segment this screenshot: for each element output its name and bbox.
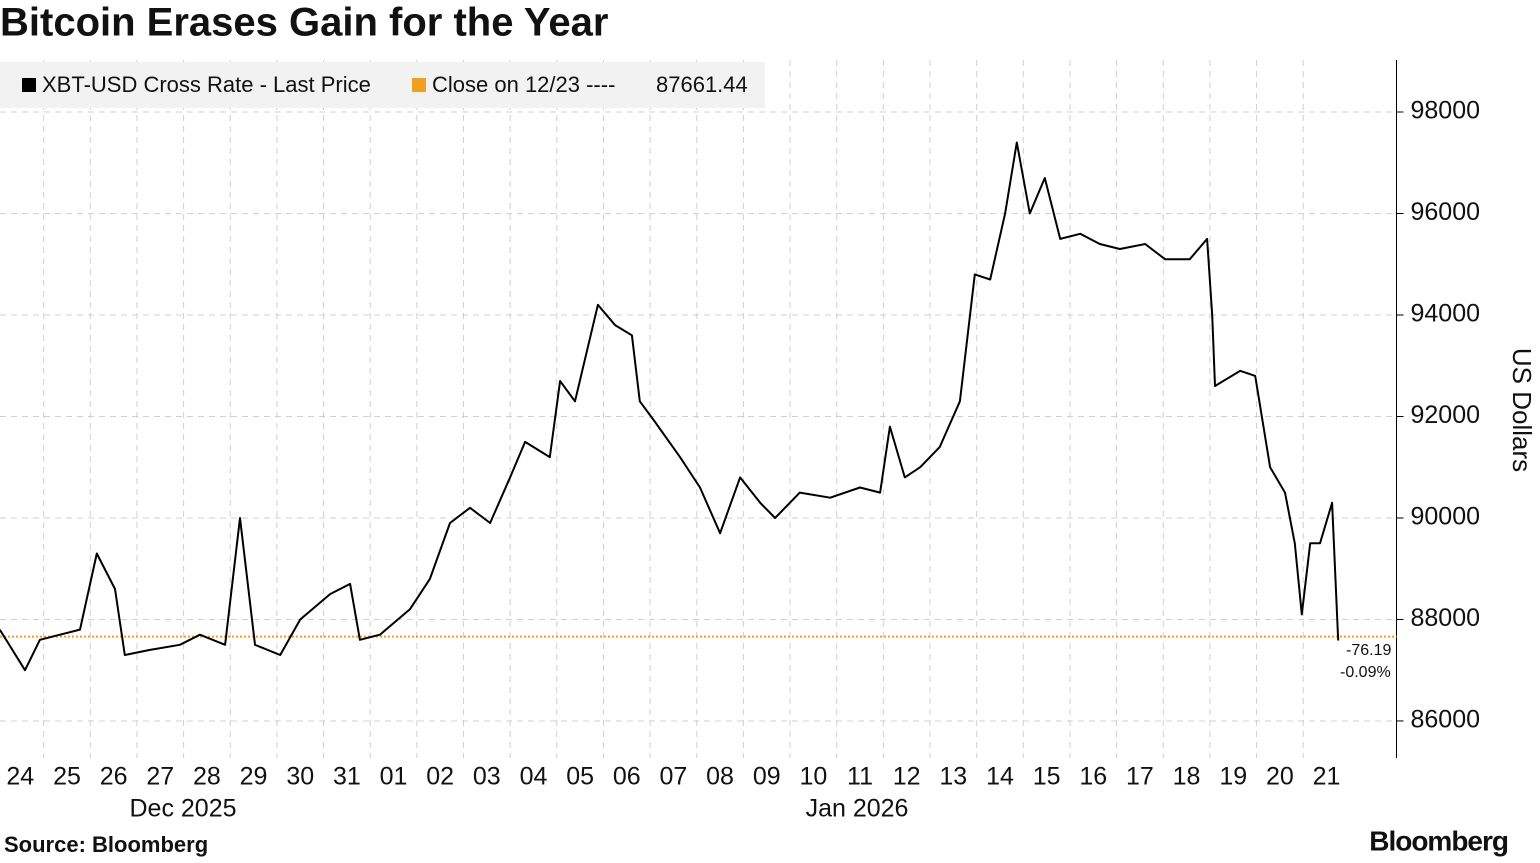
x-tick-label: 26 bbox=[100, 763, 128, 791]
y-tick-label: 86000 bbox=[1411, 706, 1481, 734]
x-tick-label: 10 bbox=[799, 763, 827, 791]
x-tick-label: 19 bbox=[1219, 763, 1247, 791]
month-label: Dec 2025 bbox=[129, 795, 236, 823]
legend-value: 87661.44 bbox=[656, 72, 748, 97]
brand: Bloomberg bbox=[1369, 825, 1508, 856]
source: Source: Bloomberg bbox=[4, 832, 208, 857]
x-tick-label: 24 bbox=[6, 763, 34, 791]
y-tick-label: 94000 bbox=[1411, 300, 1481, 328]
y-tick-label: 90000 bbox=[1411, 503, 1481, 531]
x-tick-label: 08 bbox=[706, 763, 734, 791]
x-tick-label: 06 bbox=[613, 763, 641, 791]
x-tick-label: 04 bbox=[520, 763, 548, 791]
y-axis-label: US Dollars bbox=[1507, 348, 1537, 472]
x-tick-label: 21 bbox=[1313, 763, 1341, 791]
x-tick-label: 14 bbox=[986, 763, 1014, 791]
y-tick-label: 98000 bbox=[1411, 97, 1481, 125]
x-tick-label: 13 bbox=[939, 763, 967, 791]
x-tick-label: 07 bbox=[660, 763, 688, 791]
chart-title: Bitcoin Erases Gain for the Year bbox=[0, 1, 608, 45]
price-line bbox=[0, 141, 1340, 672]
x-tick-label: 29 bbox=[240, 763, 268, 791]
y-tick-label: 88000 bbox=[1411, 604, 1481, 632]
x-tick-label: 12 bbox=[893, 763, 921, 791]
legend-label: Close on 12/23 ---- bbox=[432, 72, 615, 97]
x-tick-label: 02 bbox=[426, 763, 454, 791]
x-tick-label: 09 bbox=[753, 763, 781, 791]
month-label: Jan 2026 bbox=[806, 795, 909, 823]
x-tick-label: 25 bbox=[53, 763, 81, 791]
legend-swatch bbox=[412, 78, 426, 92]
y-tick-label: 92000 bbox=[1411, 401, 1481, 429]
annotation: -0.09% bbox=[1340, 664, 1391, 681]
legend-label: XBT-USD Cross Rate - Last Price bbox=[42, 72, 371, 97]
annotation: -76.19 bbox=[1346, 642, 1391, 659]
x-tick-label: 16 bbox=[1079, 763, 1107, 791]
x-tick-label: 20 bbox=[1266, 763, 1294, 791]
x-tick-label: 17 bbox=[1126, 763, 1154, 791]
x-tick-label: 15 bbox=[1033, 763, 1061, 791]
x-tick-label: 30 bbox=[286, 763, 314, 791]
x-tick-label: 03 bbox=[473, 763, 501, 791]
legend-swatch bbox=[22, 78, 36, 92]
x-tick-label: 27 bbox=[146, 763, 174, 791]
legend-box bbox=[0, 62, 765, 108]
y-tick-label: 96000 bbox=[1411, 198, 1481, 226]
x-tick-label: 05 bbox=[566, 763, 594, 791]
x-tick-label: 11 bbox=[847, 763, 873, 791]
x-tick-label: 28 bbox=[193, 763, 221, 791]
x-tick-label: 01 bbox=[380, 763, 408, 791]
x-tick-label: 18 bbox=[1173, 763, 1201, 791]
x-tick-label: 31 bbox=[333, 763, 361, 791]
